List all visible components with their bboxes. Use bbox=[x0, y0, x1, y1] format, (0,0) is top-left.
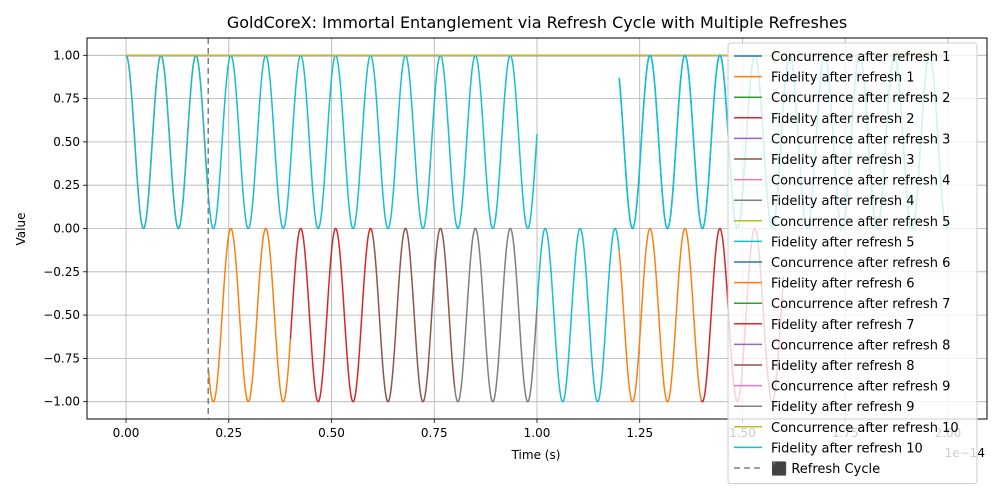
legend-box bbox=[727, 42, 978, 485]
fidelity-curve-segment bbox=[454, 227, 538, 403]
legend-label: Concurrence after refresh 5 bbox=[771, 215, 950, 230]
chart-title: GoldCoreX: Immortal Entanglement via Ref… bbox=[227, 13, 847, 32]
legend-label: Concurrence after refresh 10 bbox=[771, 421, 959, 436]
legend-label: Fidelity after refresh 4 bbox=[771, 194, 915, 209]
x-tick-label: 0.00 bbox=[113, 426, 140, 440]
y-tick-label: 0.75 bbox=[53, 92, 80, 106]
legend-label: Fidelity after refresh 7 bbox=[771, 318, 915, 333]
legend-label: Concurrence after refresh 8 bbox=[771, 338, 950, 353]
fidelity-curve-segment bbox=[536, 227, 620, 403]
legend-label: Concurrence after refresh 7 bbox=[771, 297, 950, 312]
legend-label: Concurrence after refresh 1 bbox=[771, 50, 950, 65]
legend-label: Concurrence after refresh 2 bbox=[771, 91, 950, 106]
legend-label: ⬛ Refresh Cycle bbox=[771, 461, 880, 477]
y-axis-label: Value bbox=[14, 213, 28, 246]
x-axis-label: Time (s) bbox=[511, 448, 561, 462]
y-tick-label: 0.25 bbox=[53, 178, 80, 192]
legend-label: Fidelity after refresh 2 bbox=[771, 112, 915, 127]
x-tick-label: 0.25 bbox=[215, 426, 242, 440]
legend-label: Concurrence after refresh 4 bbox=[771, 174, 950, 189]
x-tick-label: 0.50 bbox=[318, 426, 345, 440]
y-tick-label: 0.50 bbox=[53, 135, 80, 149]
legend-label: Fidelity after refresh 8 bbox=[771, 359, 915, 374]
fidelity-curve-segment bbox=[371, 227, 456, 403]
fidelity-curve-segment bbox=[289, 227, 374, 403]
legend-label: Concurrence after refresh 3 bbox=[771, 132, 950, 147]
legend: Concurrence after refresh 1 Fidelity afte… bbox=[727, 42, 978, 485]
legend-label: Concurrence after refresh 6 bbox=[771, 256, 950, 271]
legend-label: Fidelity after refresh 9 bbox=[771, 400, 915, 415]
x-tick-label: 1.00 bbox=[524, 426, 551, 440]
y-tick-label: −0.50 bbox=[43, 308, 80, 322]
y-axis: −1.00 −0.75 −0.50 −0.25 0.00 0.25 0.50 0.75 1.00 bbox=[43, 48, 87, 409]
legend-label: Concurrence after refresh 9 bbox=[771, 380, 950, 395]
legend-label: Fidelity after refresh 6 bbox=[771, 277, 915, 292]
legend-label: Fidelity after refresh 5 bbox=[771, 235, 915, 250]
legend-label: Fidelity after refresh 1 bbox=[771, 71, 915, 86]
fidelity-curve-segment bbox=[207, 227, 292, 403]
legend-label: Fidelity after refresh 3 bbox=[771, 153, 915, 168]
fidelity-curve-segment bbox=[618, 227, 703, 403]
y-tick-label: −1.00 bbox=[43, 395, 80, 409]
y-tick-label: −0.25 bbox=[43, 265, 80, 279]
y-tick-label: 1.00 bbox=[53, 48, 80, 62]
x-tick-label: 1.25 bbox=[626, 426, 653, 440]
legend-label: Fidelity after refresh 10 bbox=[771, 441, 923, 456]
y-tick-label: 0.00 bbox=[53, 222, 80, 236]
y-tick-label: −0.75 bbox=[43, 351, 80, 365]
fidelity-curve-segment bbox=[125, 54, 538, 230]
x-tick-label: 0.75 bbox=[421, 426, 448, 440]
